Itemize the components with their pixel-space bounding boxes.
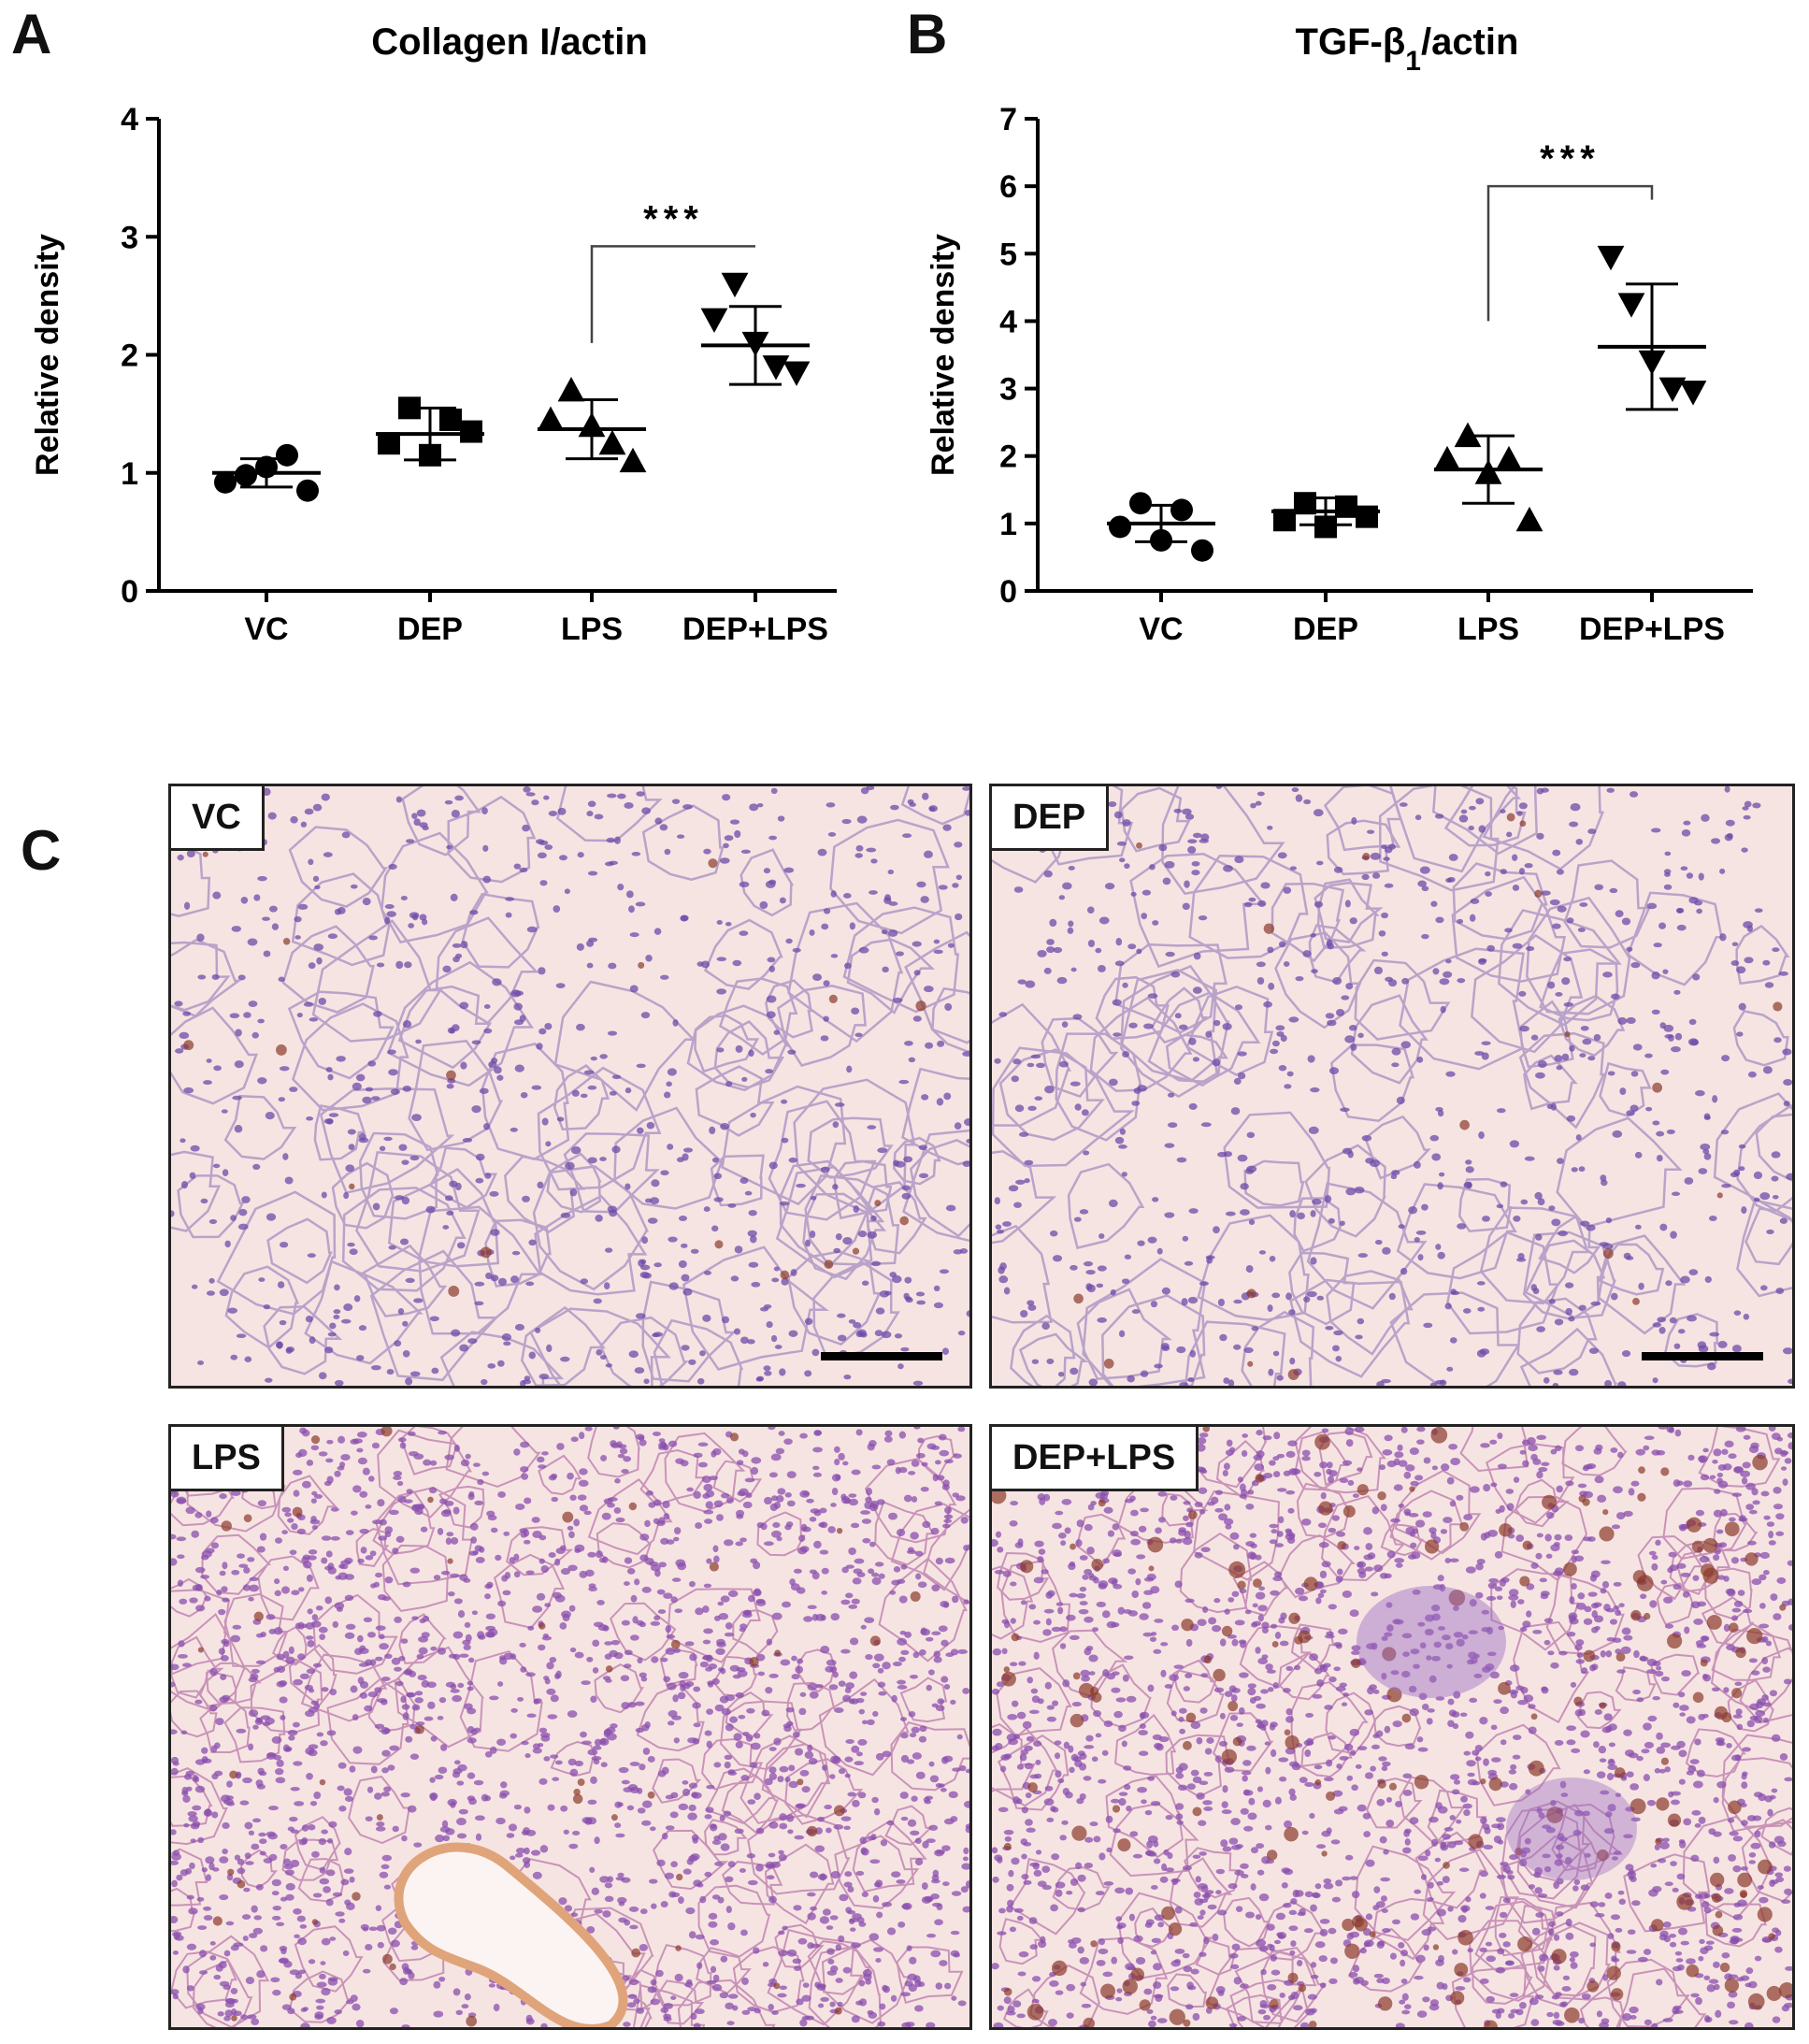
x-tick-label: DEP	[1293, 612, 1358, 647]
y-tick-label: 4	[121, 102, 138, 137]
x-tick-label: DEP+LPS	[682, 612, 828, 647]
panel-label-a: A	[11, 3, 52, 65]
stained-cells	[197, 1427, 921, 2027]
micrograph-lps-label: LPS	[171, 1427, 284, 1491]
data-point	[460, 420, 482, 443]
data-point	[1495, 445, 1523, 471]
micrograph-dep: DEP	[989, 784, 1795, 1389]
micrograph-lps-image	[171, 1427, 969, 2027]
micrograph-vc-label: VC	[171, 786, 265, 851]
y-axis-label: Relative density	[926, 234, 961, 476]
significance-bracket	[590, 245, 755, 343]
data-point	[782, 361, 811, 386]
data-point	[1191, 539, 1213, 562]
data-point	[1129, 492, 1152, 515]
data-point	[598, 429, 626, 455]
y-tick-label: 3	[121, 220, 138, 255]
tgf-beta-chart: TGF-β1/actin 0 1 2 3 4 5 6 7 Relative density VC DE…	[926, 22, 1753, 647]
cell-nuclei	[171, 786, 969, 1386]
x-tick-label: LPS	[1457, 612, 1519, 647]
micrograph-dep-lps: DEP+LPS	[989, 1424, 1795, 2030]
blood-vessel	[394, 1842, 628, 2027]
micrograph-lps: LPS	[168, 1424, 972, 2030]
cell-nuclei	[992, 786, 1792, 1386]
collagen-chart: Collagen I/actin 0 1 2 3 4 Relative density VC D…	[30, 22, 837, 647]
significance-bracket	[1486, 184, 1654, 322]
stained-cells	[183, 851, 926, 1297]
scale-bar	[821, 1352, 942, 1360]
data-point	[1679, 381, 1707, 406]
x-tick-label: LPS	[561, 612, 623, 647]
data-point	[1658, 377, 1687, 402]
data-point	[1597, 245, 1625, 271]
y-tick-label: 5	[999, 237, 1017, 272]
x-tick-label: VC	[1139, 612, 1183, 647]
data-point	[378, 432, 400, 455]
data-point	[439, 408, 462, 431]
y-tick-label: 4	[999, 304, 1017, 339]
data-point	[235, 464, 257, 487]
data-point	[557, 376, 585, 402]
data-point	[1109, 515, 1131, 539]
y-tick-label: 2	[121, 338, 138, 374]
micrograph-vc: VC	[168, 784, 972, 1389]
data-point	[700, 308, 728, 334]
scale-bar	[1642, 1352, 1763, 1360]
alveolar-walls	[992, 786, 1792, 1386]
inflammatory-cluster	[1506, 1778, 1637, 1880]
x-tick-label: DEP+LPS	[1579, 612, 1725, 647]
data-point	[1433, 445, 1461, 471]
y-tick-label: 2	[999, 439, 1017, 475]
y-tick-label: 0	[121, 574, 138, 610]
panel-label-c: C	[21, 819, 62, 882]
chart-title: TGF-β1/actin	[1296, 22, 1519, 77]
data-point	[276, 443, 298, 467]
y-tick-label: 1	[999, 507, 1017, 542]
stained-cells	[1073, 813, 1783, 1380]
y-axis-label: Relative density	[30, 234, 65, 476]
y-tick-label: 1	[121, 456, 138, 492]
data-point	[537, 406, 565, 431]
data-point	[296, 479, 319, 502]
significance-label: ***	[1540, 138, 1601, 180]
alveolar-walls	[171, 786, 969, 1386]
micrograph-dep-label: DEP	[992, 786, 1110, 851]
y-tick-label: 3	[999, 372, 1017, 408]
data-point	[1170, 498, 1193, 522]
micrograph-vc-image	[171, 786, 969, 1386]
x-tick-label: DEP	[397, 612, 463, 647]
data-point	[721, 272, 749, 298]
y-tick-label: 0	[999, 574, 1017, 610]
data-point	[1515, 506, 1543, 532]
x-tick-label: VC	[244, 612, 288, 647]
data-point	[1356, 505, 1378, 528]
y-tick-label: 6	[999, 169, 1017, 205]
data-point	[214, 470, 237, 494]
micrograph-dep-image	[992, 786, 1792, 1386]
micrograph-dep-lps-label: DEP+LPS	[992, 1427, 1199, 1491]
data-point	[762, 355, 790, 381]
cell-nuclei	[992, 1427, 1792, 2027]
data-point	[619, 447, 647, 473]
chart-title: Collagen I/actin	[371, 22, 648, 63]
y-tick-label: 7	[999, 102, 1017, 137]
tissue-background	[171, 786, 969, 1386]
data-point	[1617, 293, 1645, 318]
micrograph-dep-lps-image	[992, 1427, 1792, 2027]
panel-label-b: B	[907, 3, 948, 65]
inflammatory-cluster	[1357, 1586, 1506, 1698]
significance-label: ***	[643, 198, 704, 239]
